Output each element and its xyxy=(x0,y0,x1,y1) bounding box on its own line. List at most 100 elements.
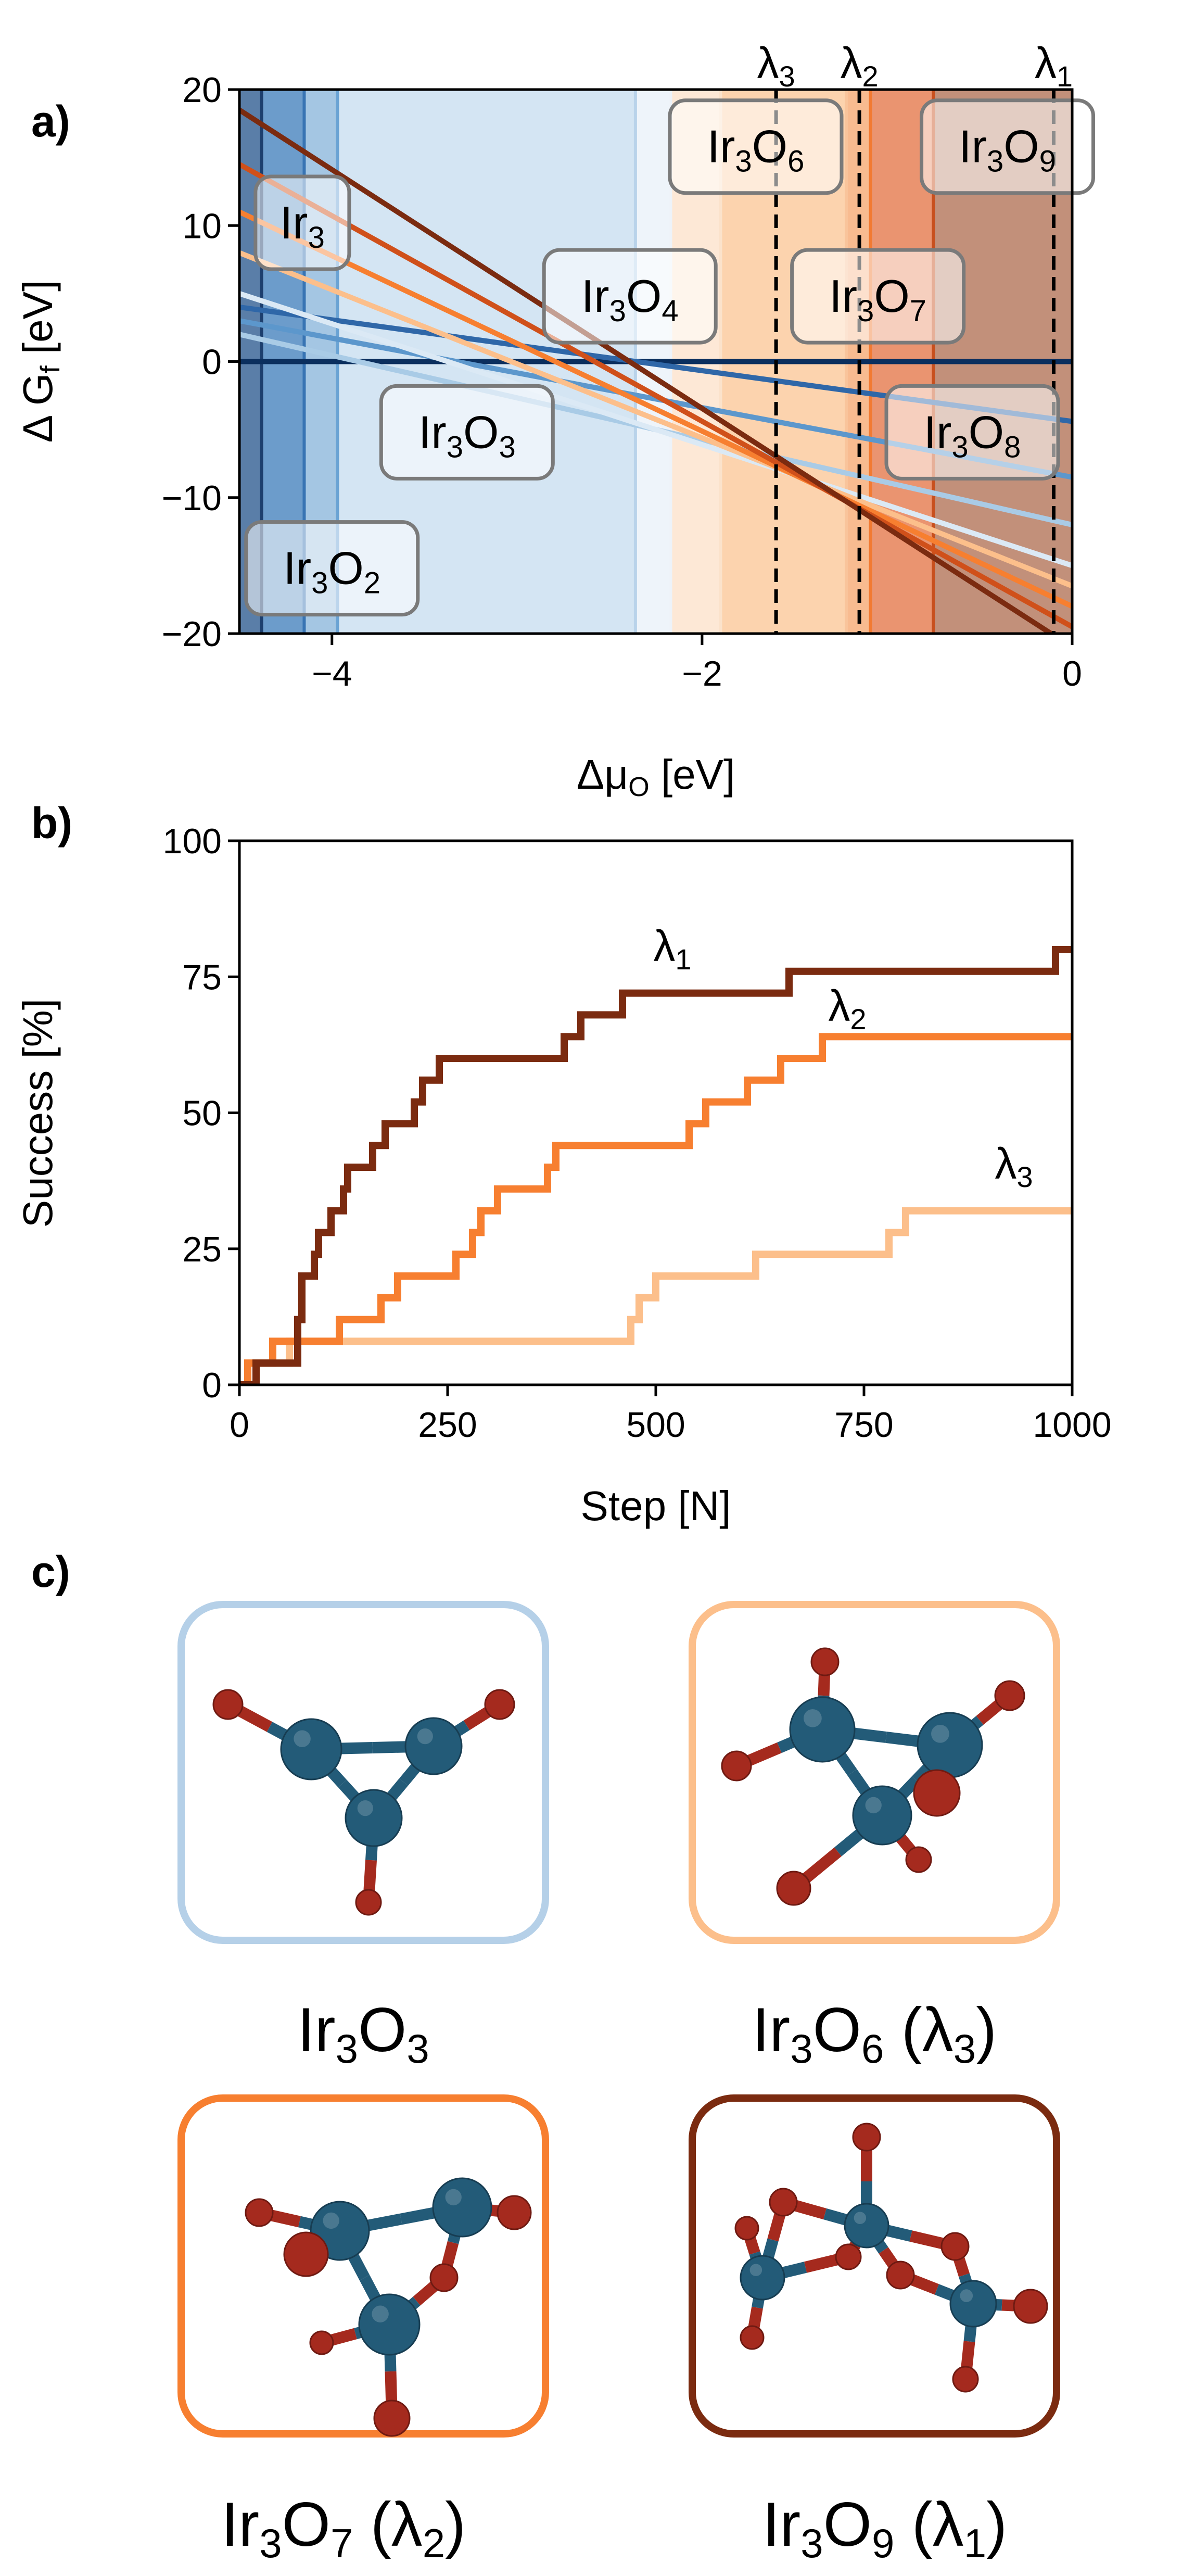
b-ytick-label: 75 xyxy=(182,957,222,997)
panel-a-chart: λ3 λ2 λ1 Ir3 Ir3O2 Ir3O3 Ir3O4 Ir3O6 Ir3O7 Ir3O8… xyxy=(15,39,1096,802)
phase-annotation-box xyxy=(920,98,1096,195)
oxygen-atom xyxy=(373,2400,411,2437)
phase-annotation-text: Ir3 xyxy=(280,197,325,255)
iridium-atom xyxy=(852,1785,912,1846)
oxygen-atom xyxy=(886,2261,915,2290)
structure-ir3o6: Ir3O6 (λ3) xyxy=(689,1601,1060,2072)
phase-annotation-0: Ir3 xyxy=(253,174,351,271)
ir3o7-molecule xyxy=(245,2177,532,2437)
oxygen-atom xyxy=(309,2330,334,2355)
structure-ir3o7: Ir3O7 (λ2) xyxy=(177,2094,549,2566)
oxygen-atom xyxy=(245,2198,274,2227)
success-curve-label-1: λ1 xyxy=(653,921,691,976)
oxygen-atom xyxy=(994,1680,1025,1711)
atom-highlight xyxy=(865,1797,882,1814)
phase-annotation-text: Ir3O7 xyxy=(829,270,926,328)
phase-annotation-text: Ir3O2 xyxy=(283,542,380,600)
panel-b-xlabel: Step [N] xyxy=(580,1483,731,1529)
lambda-label-3: λ3 xyxy=(757,39,795,93)
a-ytick-label: 10 xyxy=(182,206,222,246)
phase-annotation-text: Ir3O4 xyxy=(581,270,679,328)
oxygen-atom xyxy=(721,1750,752,1782)
iridium-atom xyxy=(844,2203,889,2249)
b-xtick-label: 250 xyxy=(418,1405,477,1445)
iridium-atom xyxy=(949,2280,997,2328)
oxygen-atom xyxy=(212,1689,244,1720)
atom-highlight xyxy=(357,1800,373,1816)
ir3o6-molecule xyxy=(721,1647,1025,1906)
phase-annotation-box xyxy=(542,248,718,345)
phase-annotation-2: Ir3O3 xyxy=(379,384,555,481)
success-curve-2 xyxy=(239,1033,1072,1385)
atom-highlight xyxy=(960,2289,973,2302)
phase-annotation-4: Ir3O6 xyxy=(668,98,844,195)
oxygen-atom xyxy=(484,1689,515,1720)
structure-label-ir3o6: Ir3O6 (λ3) xyxy=(752,1995,997,2072)
b-ytick-label: 50 xyxy=(182,1094,222,1133)
a-ytick-label: 0 xyxy=(202,343,222,382)
energy-line-ir3o9 xyxy=(239,162,1072,629)
success-curve-1 xyxy=(239,946,1072,1385)
structure-frame-ir3o3 xyxy=(177,1601,549,1944)
panel-a-ylabel: Δ Gf [eV] xyxy=(15,280,66,443)
energy-line-ir3o10 xyxy=(239,107,1056,634)
b-ytick-label: 0 xyxy=(202,1366,222,1405)
phase-annotation-box xyxy=(790,248,966,345)
oxygen-atom xyxy=(1013,2289,1048,2324)
b-xtick-label: 1000 xyxy=(1033,1405,1111,1445)
structure-frame-ir3o6 xyxy=(689,1601,1060,1944)
structure-ir3o3: Ir3O3 xyxy=(177,1601,549,2072)
energy-line-ir3o7 xyxy=(239,250,1072,589)
iridium-atom xyxy=(917,1712,983,1778)
iridium-atom xyxy=(740,2255,785,2301)
phase-annotation-text: Ir3O3 xyxy=(418,406,516,464)
panel-label-c: c) xyxy=(31,1547,70,1596)
lambda-label-1: λ1 xyxy=(1035,39,1073,93)
oxygen-atom xyxy=(283,2231,329,2277)
panel-b-ylabel: Success [%] xyxy=(15,999,61,1228)
oxygen-atom xyxy=(905,1846,932,1873)
b-xtick-label: 750 xyxy=(834,1405,893,1445)
ir3o9-molecule xyxy=(734,2123,1048,2393)
atom-highlight xyxy=(749,2264,762,2277)
iridium-atom xyxy=(280,1718,342,1781)
success-curves xyxy=(239,946,1072,1385)
iridium-atom xyxy=(789,1696,856,1763)
oxygen-atom xyxy=(734,2216,759,2241)
b-ytick-label: 25 xyxy=(182,1230,222,1269)
phase-annotation-3: Ir3O4 xyxy=(542,248,718,345)
oxygen-atom xyxy=(497,2195,532,2230)
phase-annotations: Ir3 Ir3O2 Ir3O3 Ir3O4 Ir3O6 Ir3O7 Ir3O8 Ir3O9 xyxy=(244,98,1096,617)
phase-annotation-text: Ir3O6 xyxy=(707,121,805,179)
phase-annotation-text: Ir3O8 xyxy=(924,406,1021,464)
atom-highlight xyxy=(372,2305,389,2322)
iridium-atom xyxy=(404,1717,463,1775)
a-ytick-label: −10 xyxy=(162,478,222,518)
success-curve-label-2: λ2 xyxy=(828,981,866,1036)
structure-ir3o9: Ir3O9 (λ1) xyxy=(689,2094,1060,2566)
oxygen-atom xyxy=(776,1871,811,1906)
oxygen-atom xyxy=(940,2232,970,2261)
oxygen-atom xyxy=(913,1769,961,1817)
iridium-atom xyxy=(358,2293,421,2356)
a-xtick-label: 0 xyxy=(1062,654,1082,693)
phase-annotation-text: Ir3O9 xyxy=(959,121,1056,179)
atom-highlight xyxy=(294,1730,311,1747)
oxygen-atom xyxy=(810,1647,840,1676)
panel-label-a: a) xyxy=(31,97,70,146)
atom-highlight xyxy=(323,2212,339,2229)
panel-label-b: b) xyxy=(31,799,72,848)
a-ytick-label: −20 xyxy=(162,614,222,654)
phase-annotation-box xyxy=(379,384,555,481)
phase-annotation-box xyxy=(253,174,351,271)
success-curve-3 xyxy=(239,1207,1072,1385)
oxygen-atom xyxy=(952,2366,979,2393)
a-ytick-label: 20 xyxy=(182,70,222,110)
b-xtick-label: 500 xyxy=(626,1405,685,1445)
panel-b-chart: λ1 λ2 λ3 0 250 500 750 1000 0 25 50 75 100 Step [N]… xyxy=(15,822,1112,1529)
iridium-atom xyxy=(432,2177,492,2238)
atom-highlight xyxy=(445,2189,462,2206)
atom-highlight xyxy=(417,1728,433,1745)
atom-highlight xyxy=(931,1724,949,1743)
phase-annotation-box xyxy=(884,384,1060,481)
